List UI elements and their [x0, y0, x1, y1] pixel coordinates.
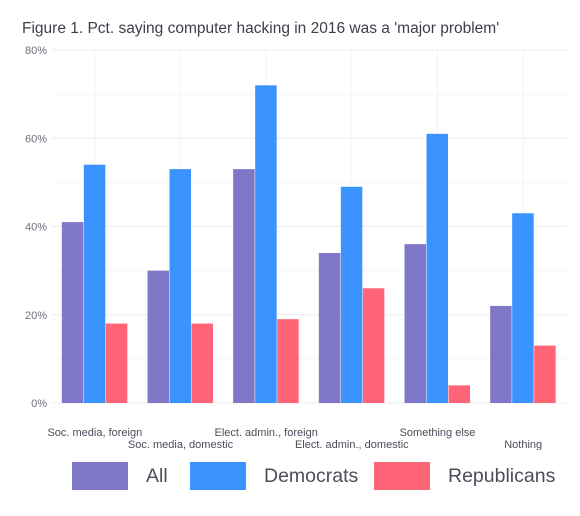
- bar-republicans-4: [448, 385, 470, 403]
- bar-democrats-4: [426, 133, 448, 403]
- y-tick-label: 60%: [25, 133, 47, 145]
- legend-item-all: All: [72, 458, 168, 494]
- bar-democrats-0: [83, 164, 106, 403]
- bar-democrats-5: [512, 213, 534, 403]
- legend-swatch-all: [72, 462, 128, 490]
- x-tick-label: Something else: [400, 427, 476, 439]
- x-tick-label: Soc. media, domestic: [128, 439, 234, 450]
- y-tick-label: 20%: [25, 310, 47, 322]
- y-tick-label: 0%: [31, 398, 47, 410]
- bar-democrats-3: [340, 186, 363, 403]
- x-tick-label: Soc. media, foreign: [47, 427, 142, 439]
- bar-republicans-3: [362, 288, 385, 403]
- bar-democrats-1: [169, 169, 191, 403]
- legend-label-republicans: Republicans: [448, 464, 556, 487]
- bar-republicans-2: [277, 319, 299, 403]
- bar-all-0: [61, 222, 84, 403]
- bar-republicans-0: [105, 323, 128, 403]
- bar-democrats-2: [255, 85, 277, 404]
- legend-item-democrats: Democrats: [190, 458, 358, 494]
- bar-all-4: [404, 244, 426, 403]
- chart-title: Figure 1. Pct. saying computer hacking i…: [22, 20, 500, 37]
- bar-all-2: [233, 169, 255, 403]
- legend-swatch-democrats: [190, 462, 246, 490]
- bar-all-5: [490, 305, 512, 403]
- y-tick-label: 80%: [25, 45, 47, 57]
- y-tick-label: 40%: [25, 222, 47, 234]
- legend-label-all: All: [146, 464, 168, 487]
- bar-all-1: [147, 270, 169, 403]
- legend-label-democrats: Democrats: [264, 464, 359, 487]
- x-tick-label: Nothing: [504, 439, 542, 450]
- legend-item-republicans: Republicans: [374, 458, 555, 494]
- bar-republicans-5: [534, 345, 556, 403]
- legend: All Democrats Republicans: [0, 458, 580, 494]
- bar-all-3: [318, 252, 341, 403]
- x-tick-label: Elect. admin., foreign: [214, 427, 317, 439]
- bar-republicans-1: [191, 323, 213, 403]
- legend-swatch-republicans: [374, 462, 430, 490]
- x-tick-label: Elect. admin., domestic: [295, 439, 409, 450]
